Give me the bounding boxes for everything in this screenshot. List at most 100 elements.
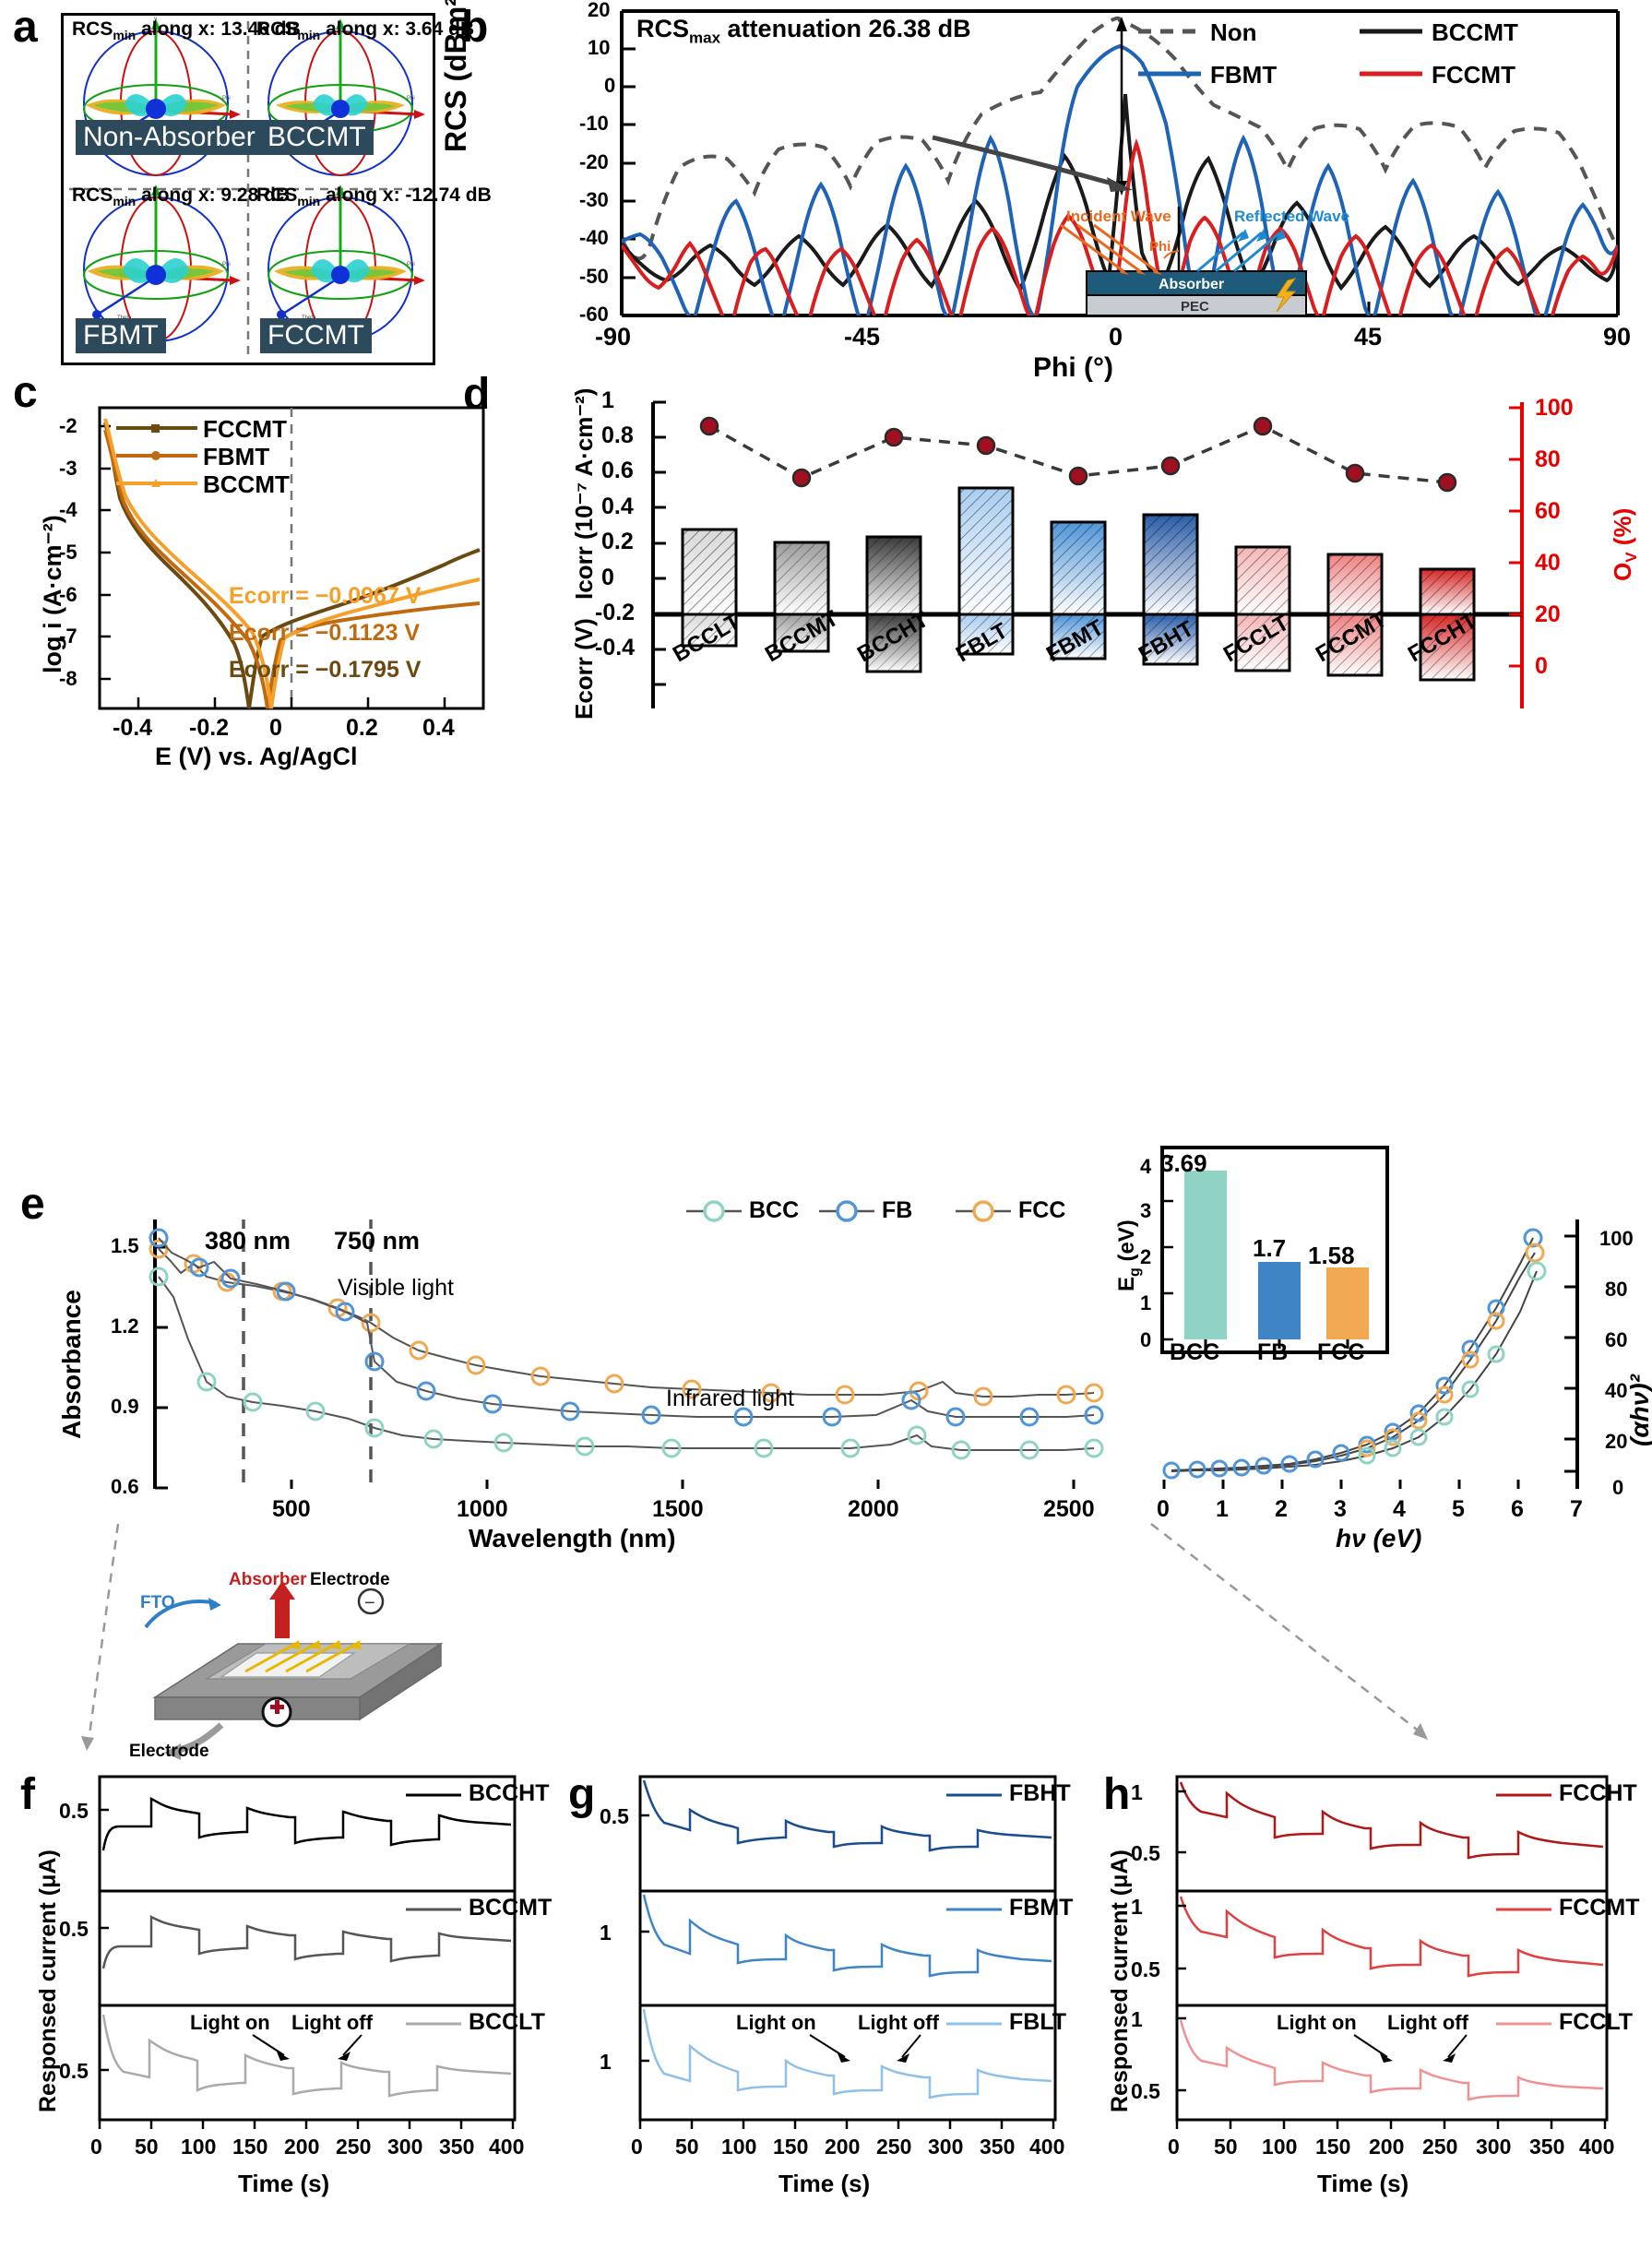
- panel-e-device-fto: FTO: [140, 1593, 175, 1612]
- rcs-rest: along x: -12.74 dB: [320, 184, 492, 206]
- panel-d-rtick-0: 0: [1535, 653, 1548, 679]
- panel-e-tauc-ytick-80: 80: [1605, 1278, 1628, 1301]
- panel-e-tauc-ytick-100: 100: [1599, 1227, 1634, 1250]
- panel-e-xtick-2500: 2500: [1043, 1496, 1095, 1522]
- panel-a-rcs-label-0: RCSmin along x: 13.46 dB: [72, 18, 301, 42]
- panel-b-ytick-m10: -10: [579, 112, 609, 135]
- panel-e-device-electrode-bottom: Electrode: [129, 1742, 209, 1761]
- ov-sub: V: [1622, 552, 1641, 563]
- panel-h-ylabel: Responsed current (μA): [1107, 1850, 1133, 2112]
- panel-f-xtick-100: 100: [181, 2135, 217, 2159]
- panel-e-eg-value-bcc: 3.69: [1160, 1149, 1207, 1177]
- panel-d-rtick-60: 60: [1535, 498, 1561, 524]
- panel-f-xtick-0: 0: [90, 2135, 102, 2159]
- panel-c-legend-label-bccmt: BCCMT: [203, 470, 290, 498]
- rcs-rest: along x: 3.64 dB: [320, 18, 475, 40]
- panel-g-xtick-150: 150: [773, 2135, 809, 2159]
- panel-d-ytick-02: 0.2: [601, 529, 634, 554]
- panel-e-eg-cat-fb: FB: [1257, 1339, 1289, 1365]
- panel-e-label-infrared: Infrared light: [666, 1386, 794, 1411]
- panel-a-rcs-label-1: RCSmin along x: 3.64 dB: [256, 18, 474, 42]
- panel-b-letter: b: [461, 3, 489, 52]
- panel-e-marker-380: 380 nm: [205, 1227, 291, 1255]
- panel-b-ylabel: RCS (dBm²): [439, 0, 472, 152]
- reflected-wave-label: Reflected Wave: [1234, 208, 1349, 225]
- panel-b-legend-label-bccmt: BCCMT: [1432, 18, 1518, 46]
- panel-e-eg-ytick-4: 4: [1140, 1155, 1152, 1178]
- panel-g-chart: [638, 1775, 1057, 2129]
- panel-d-ytick-00: 0: [601, 565, 614, 590]
- panel-e-xtick-500: 500: [272, 1496, 311, 1522]
- panel-h-ytick-0b: 0.5: [1131, 1841, 1160, 1865]
- panel-d-ytick-m02: -0.2: [595, 600, 636, 625]
- panel-e-ylabel: Absorbance: [57, 1290, 86, 1439]
- panel-h-xtick-200: 200: [1369, 2135, 1405, 2159]
- panel-d-ytick-06: 0.6: [601, 458, 634, 483]
- panel-a-globes: Phi Theta y Phi Theta: [69, 17, 427, 357]
- panel-g-annot-light-off: Light off: [858, 2011, 939, 2034]
- panel-c-ytick-m5: -5: [59, 541, 77, 564]
- panel-f-sub-label-2: BCCLT: [469, 2009, 545, 2035]
- panel-d-letter: d: [463, 370, 491, 419]
- panel-c-ytick-m4: -4: [59, 498, 77, 521]
- panel-e-marker-750: 750 nm: [334, 1227, 421, 1255]
- panel-c-xtick-04: 0.4: [422, 715, 455, 741]
- panel-h-sub-label-2: FCCLT: [1559, 2009, 1634, 2035]
- panel-e-ytick-15: 1.5: [111, 1234, 139, 1257]
- panel-g-xtick-200: 200: [825, 2135, 861, 2159]
- panel-a-rcs-label-3: RCSmin along x: -12.74 dB: [256, 184, 492, 208]
- svg-text:Phi: Phi: [222, 96, 231, 101]
- panel-e-tauc-chart: [1162, 1219, 1579, 1489]
- panel-g-xlabel: Time (s): [778, 2170, 871, 2197]
- svg-text:PEC: PEC: [1181, 299, 1209, 315]
- panel-g-sub-label-0: FBHT: [1009, 1780, 1071, 1806]
- panel-f-xtick-150: 150: [232, 2135, 268, 2159]
- rcs-prefix: RCS: [256, 184, 298, 206]
- rcs-max-rest: attenuation 26.38 dB: [720, 15, 971, 42]
- panel-f-ytick-1: 0.5: [59, 1917, 89, 1941]
- panel-b-xtick-m45: -45: [844, 323, 881, 351]
- svg-text:Phi: Phi: [222, 262, 231, 268]
- panel-d-ytick-08: 0.8: [601, 422, 634, 448]
- panel-g-xtick-50: 50: [675, 2135, 699, 2159]
- panel-c-ytick-m8: -8: [59, 667, 77, 690]
- panel-a-rcs-label-2: RCSmin along x: 9.28 dB: [72, 184, 290, 208]
- panel-f-ytick-2: 0.5: [59, 2059, 89, 2083]
- panel-f-ylabel: Responsed current (μA): [35, 1850, 61, 2112]
- panel-e-letter: e: [20, 1180, 45, 1229]
- panel-g-xtick-400: 400: [1029, 2135, 1065, 2159]
- panel-d-ylabel-icorr: Icorr (10⁻⁷ A·cm⁻²): [570, 387, 598, 600]
- phi-label: Phi: [1149, 239, 1171, 255]
- panel-h-chart: [1175, 1775, 1609, 2129]
- incident-wave-label: Incident Wave: [1066, 208, 1171, 225]
- panel-e-ytick-06: 0.6: [111, 1475, 139, 1498]
- panel-e-tauc-ylabel: (αhν)²: [1625, 1374, 1652, 1446]
- panel-g-xtick-250: 250: [876, 2135, 912, 2159]
- panel-f-annot-light-off: Light off: [291, 2011, 373, 2034]
- panel-c-xtick-m04: -0.4: [113, 715, 153, 741]
- panel-b-chart: Absorber PEC Incident Wave Reflected Wav…: [620, 9, 1620, 317]
- panel-e-tauc-xtick-5: 5: [1452, 1496, 1465, 1522]
- panel-f-xtick-300: 300: [387, 2135, 423, 2159]
- panel-e-eg-ytick-0: 0: [1140, 1328, 1152, 1351]
- panel-g-xtick-300: 300: [928, 2135, 964, 2159]
- panel-e-ytick-09: 0.9: [111, 1395, 139, 1418]
- panel-f-chart: [98, 1775, 517, 2129]
- panel-c-legend-label-fccmt: FCCMT: [203, 415, 287, 443]
- panel-h-ytick-0a: 1: [1131, 1780, 1143, 1804]
- panel-b-ytick-m60: -60: [579, 303, 609, 326]
- rcs-sub: min: [297, 194, 321, 209]
- panel-e-tauc-xtick-1: 1: [1216, 1496, 1229, 1522]
- panel-d-ytick-04: 0.4: [601, 494, 634, 519]
- panel-e-tauc-xtick-3: 3: [1334, 1496, 1347, 1522]
- panel-g-annot-light-on: Light on: [736, 2011, 816, 2034]
- panel-b-xlabel: Phi (°): [1033, 352, 1113, 383]
- panel-g-sub-label-1: FBMT: [1009, 1895, 1074, 1921]
- panel-e-tauc-xtick-7: 7: [1570, 1496, 1583, 1522]
- rcs-sub: min: [297, 28, 321, 43]
- panel-b-ytick-10: 10: [588, 36, 611, 59]
- panel-e-tauc-ytick-60: 60: [1605, 1328, 1628, 1351]
- panel-c-chart: [98, 406, 485, 710]
- panel-b-legend-label-fccmt: FCCMT: [1432, 61, 1515, 89]
- ov-prefix: O: [1609, 562, 1636, 581]
